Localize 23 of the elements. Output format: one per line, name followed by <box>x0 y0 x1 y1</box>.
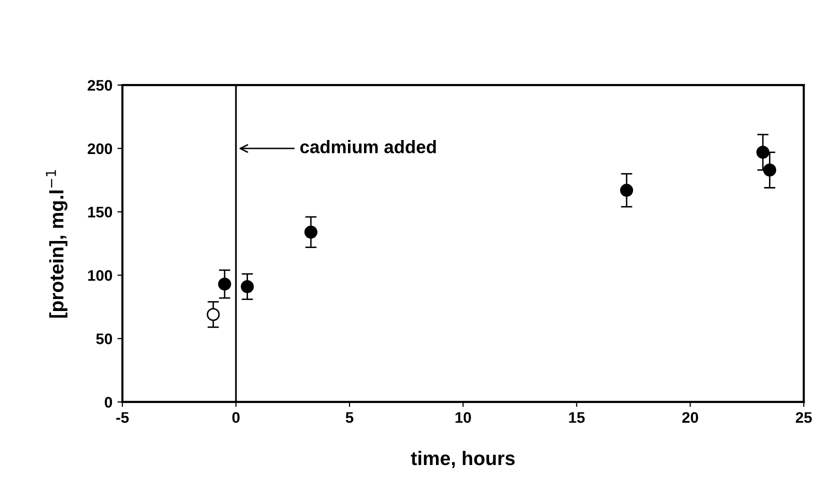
y-tick-label: 200 <box>88 143 112 154</box>
x-tick-label: 15 <box>569 412 585 423</box>
point <box>756 146 770 159</box>
x-tick-label: 10 <box>456 412 471 423</box>
x-tick-label: 5 <box>346 412 354 423</box>
x-tick-label: -5 <box>116 412 129 423</box>
x-axis-title: time, hours <box>410 450 515 468</box>
y-tick-label: 0 <box>104 396 112 408</box>
ref-line-label: cadmium added <box>300 140 436 154</box>
y-tick-label: 150 <box>88 206 112 218</box>
point <box>620 184 634 197</box>
point <box>763 164 776 177</box>
x-tick-label: 20 <box>682 412 698 423</box>
x-tick-label: 25 <box>796 412 812 423</box>
point <box>304 226 318 239</box>
y-tick-label: 250 <box>88 80 112 91</box>
y-tick-label: 50 <box>96 333 112 344</box>
point <box>240 280 254 294</box>
y-tick-label: 100 <box>88 270 112 281</box>
y-axis-title: [protein], mg.l$^{−1}$ <box>46 170 68 318</box>
point <box>206 308 220 322</box>
x-tick-label: 0 <box>232 412 240 423</box>
point <box>218 278 232 291</box>
